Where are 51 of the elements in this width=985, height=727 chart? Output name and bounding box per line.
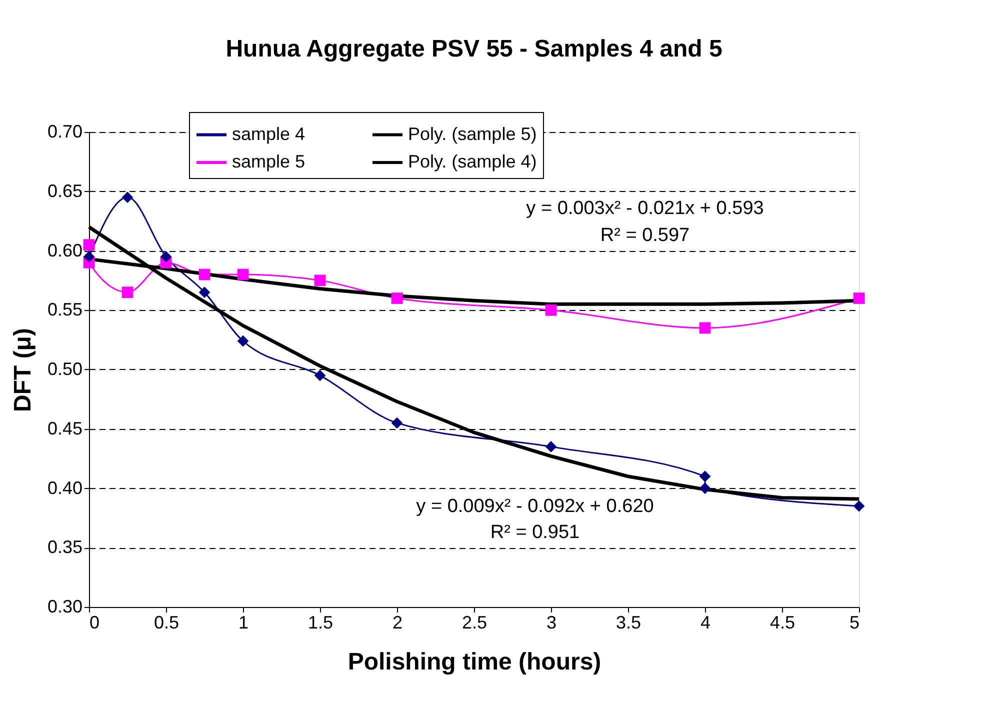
annotation: R² = 0.951	[490, 522, 580, 543]
point	[237, 335, 249, 347]
point	[699, 322, 711, 334]
x-tick-label: 0.5	[154, 612, 180, 632]
legend-label: sample 4	[232, 124, 306, 144]
point	[853, 292, 865, 304]
x-tick-label: 2	[392, 612, 403, 632]
legend-label: sample 5	[232, 152, 306, 172]
x-tick-label: 4	[700, 612, 711, 632]
annotation: y = 0.009x² - 0.092x + 0.620	[416, 496, 654, 517]
point	[160, 250, 172, 262]
point	[314, 370, 326, 382]
point	[545, 440, 557, 452]
x-tick-label: 1	[238, 612, 249, 632]
point	[391, 417, 403, 429]
y-tick-label: 0.30	[47, 596, 82, 616]
y-tick-label: 0.70	[47, 122, 82, 142]
annotation: R² = 0.597	[600, 225, 690, 246]
x-tick-label: 2.5	[462, 612, 488, 632]
point	[83, 239, 95, 251]
y-tick-label: 0.45	[47, 418, 82, 438]
y-tick-label: 0.65	[47, 180, 82, 201]
point	[699, 482, 711, 494]
y-tick-label: 0.50	[47, 359, 82, 379]
point	[122, 286, 134, 298]
point	[198, 268, 210, 280]
x-tick-label: 0	[90, 612, 100, 632]
x-tick-label: 4.5	[770, 612, 796, 632]
point	[83, 250, 95, 262]
y-tick-label: 0.60	[47, 240, 82, 260]
point	[545, 304, 557, 316]
legend-label: Poly. (sample 4)	[408, 152, 537, 172]
annotation: y = 0.003x² - 0.021x + 0.593	[526, 198, 764, 219]
point	[699, 470, 711, 482]
point	[122, 192, 134, 204]
legend-label: Poly. (sample 5)	[408, 124, 537, 144]
y-tick-label: 0.40	[47, 478, 82, 498]
y-axis-title: DFT (μ)	[9, 328, 36, 412]
y-tick-label: 0.55	[47, 300, 82, 320]
x-tick-label: 1.5	[308, 612, 334, 632]
point	[391, 292, 403, 304]
point	[198, 286, 210, 298]
x-tick-label: 3	[546, 612, 557, 632]
point	[237, 268, 249, 280]
x-axis-title: Polishing time (hours)	[348, 648, 602, 676]
x-tick-label: 3.5	[616, 612, 642, 632]
point	[314, 274, 326, 286]
chart-title: Hunua Aggregate PSV 55 - Samples 4 and 5	[226, 36, 722, 62]
point	[853, 500, 865, 512]
y-tick-label: 0.35	[47, 537, 82, 558]
x-tick-label: 5	[849, 612, 860, 632]
